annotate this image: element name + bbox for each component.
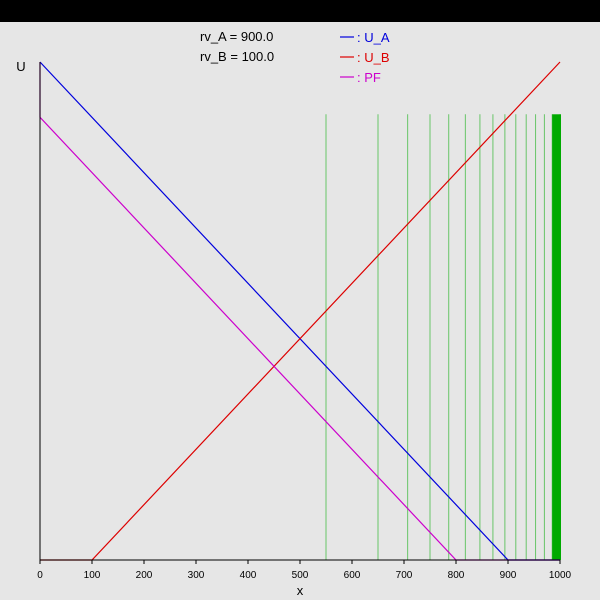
axes — [39, 62, 560, 561]
legend-label-1: : U_B — [357, 50, 390, 65]
legend-label-2: : PF — [357, 70, 381, 85]
series-line-2 — [39, 62, 560, 561]
y-axis-title: U — [16, 59, 25, 74]
x-tick-label-4: 400 — [240, 570, 257, 581]
top-bar — [0, 0, 600, 22]
series-line-0 — [39, 61, 560, 561]
legend: : U_A : U_B : PF — [340, 30, 390, 85]
x-tick-label-1: 100 — [84, 570, 101, 581]
series-lines — [39, 61, 561, 561]
x-tick-label-9: 900 — [500, 570, 517, 581]
green-vertical-lines — [325, 114, 561, 560]
x-tick-label-8: 800 — [448, 570, 465, 581]
x-tick-label-2: 200 — [136, 570, 153, 581]
series-line-1 — [40, 61, 561, 561]
x-tick-label-3: 300 — [188, 570, 205, 581]
x-ticks: 0 100 200 300 400 500 600 700 800 900 1000 — [37, 560, 572, 581]
x-tick-label-0: 0 — [37, 570, 43, 581]
x-tick-label-7: 700 — [396, 570, 413, 581]
dense-vertical-lines-band — [552, 114, 561, 560]
x-tick-label-5: 500 — [292, 570, 309, 581]
x-axis-title: x — [297, 583, 304, 598]
x-tick-label-6: 600 — [344, 570, 361, 581]
legend-label-0: : U_A — [357, 30, 390, 45]
x-tick-label-10: 1000 — [549, 570, 572, 581]
rv-a-readout: rv_A = 900.0 — [200, 29, 273, 44]
rv-b-readout: rv_B = 100.0 — [200, 49, 274, 64]
